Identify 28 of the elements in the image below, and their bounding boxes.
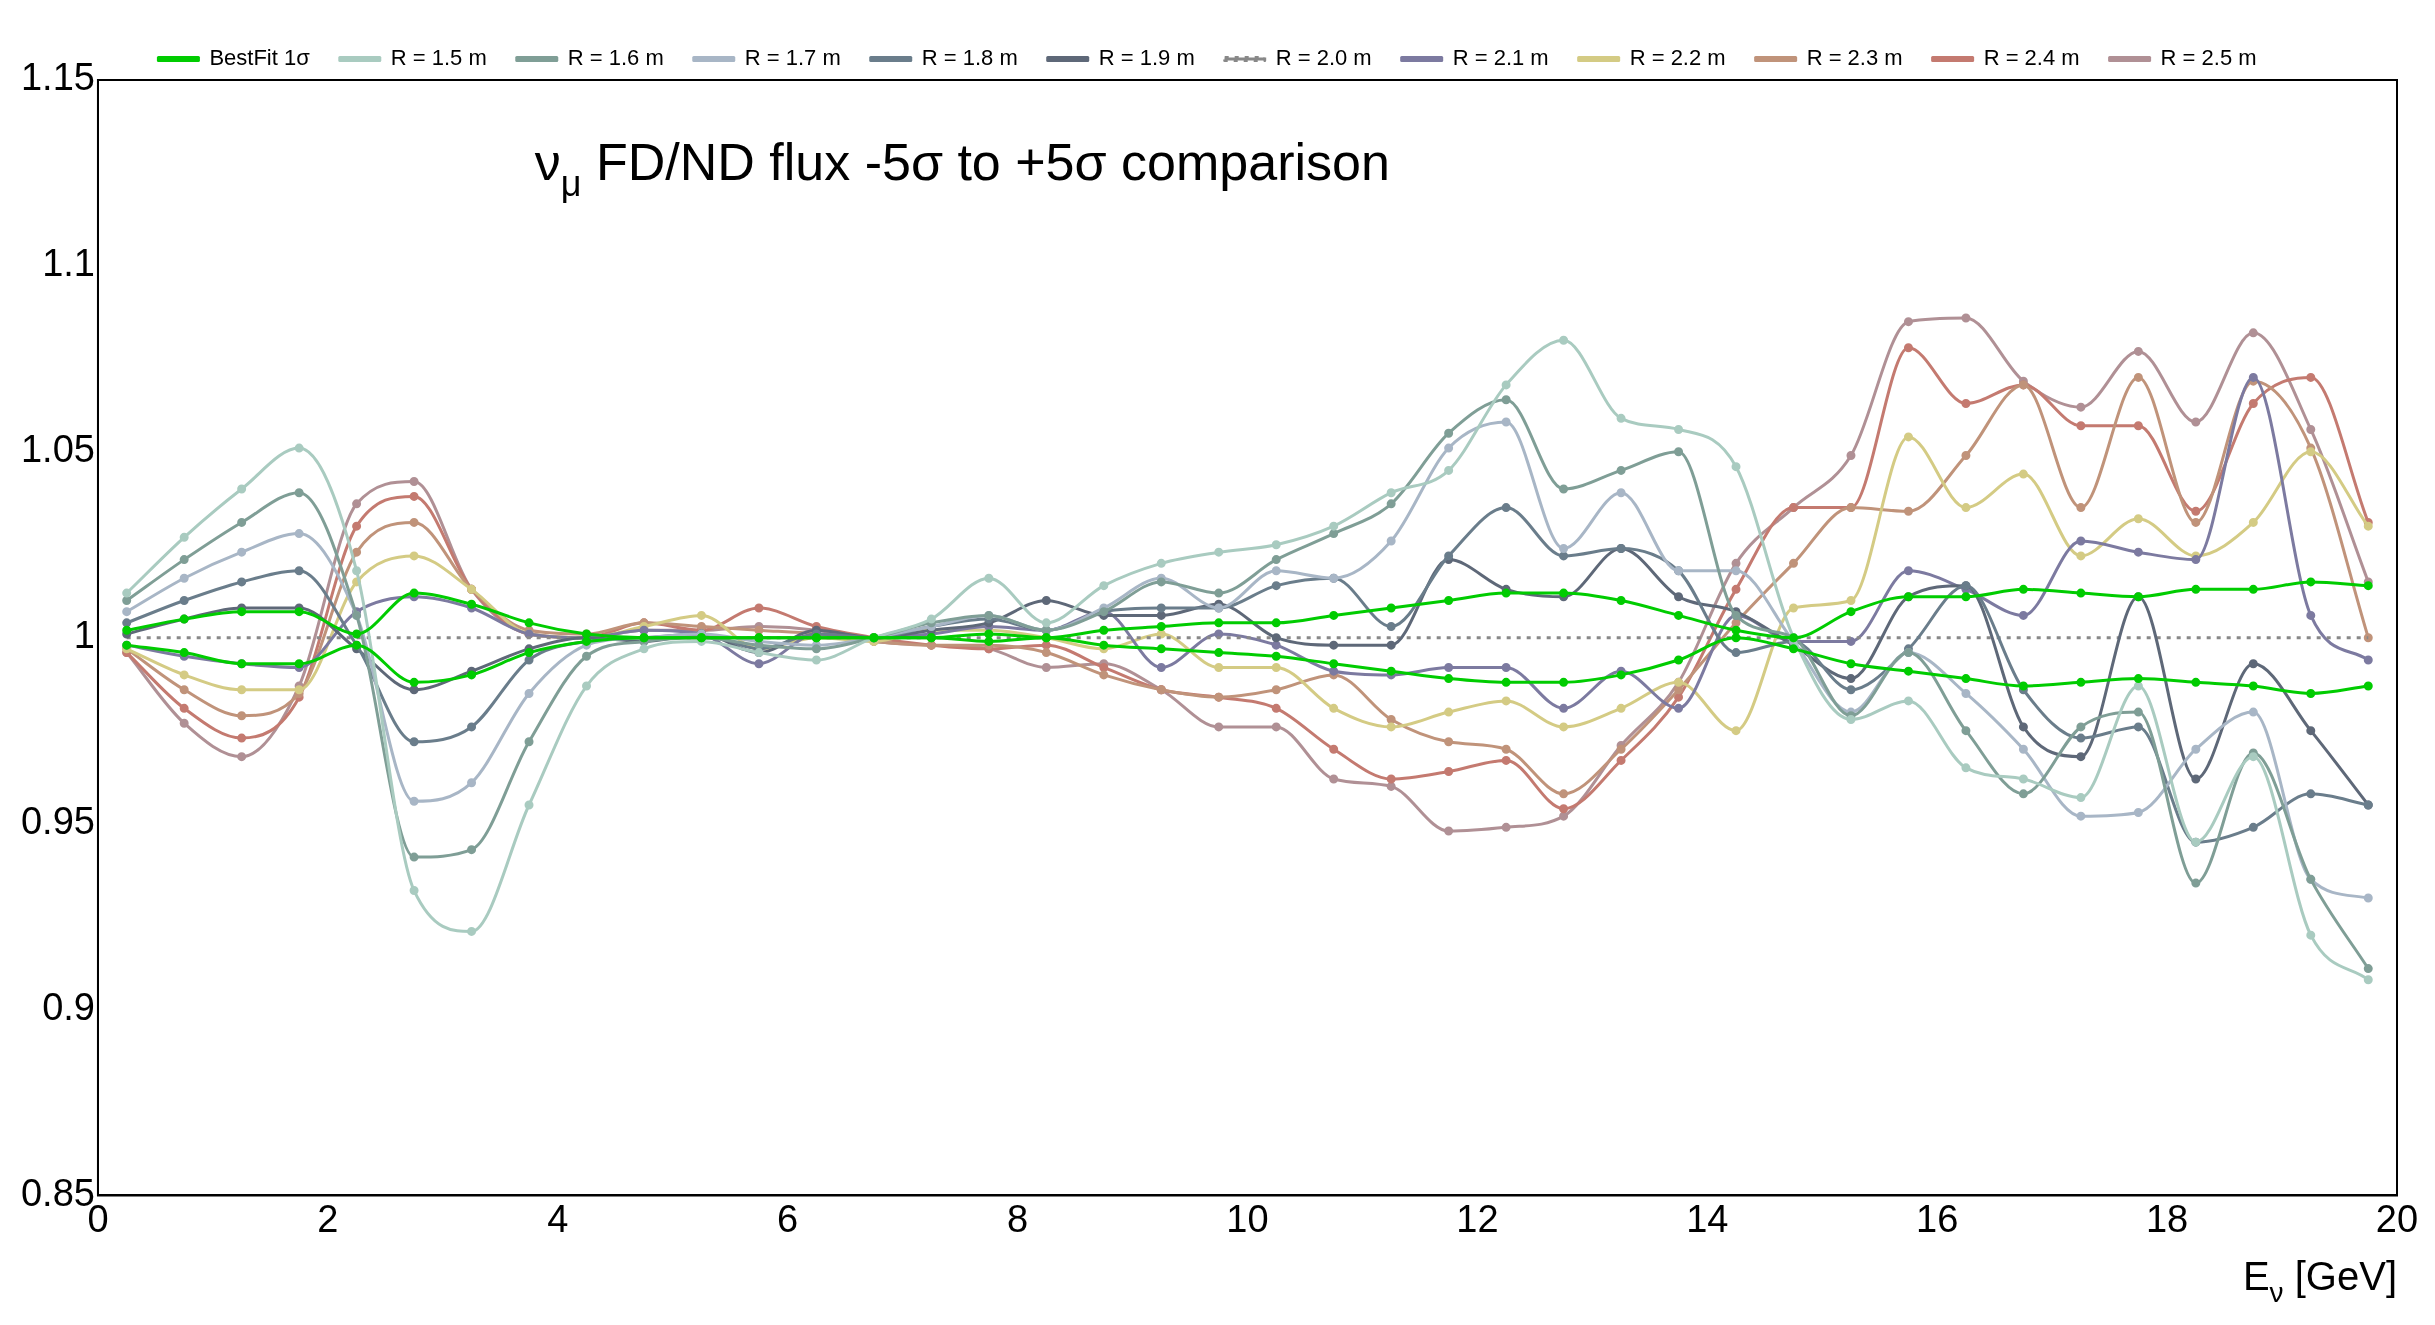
x-tick-label: 8 bbox=[1007, 1197, 1029, 1240]
legend-label: R = 2.4 m bbox=[1983, 45, 2080, 71]
y-tick-label: 0.95 bbox=[20, 800, 95, 843]
y-tick-label: 1.1 bbox=[42, 242, 95, 285]
legend-label: R = 1.7 m bbox=[744, 45, 841, 71]
legend-label: R = 2.0 m bbox=[1275, 45, 1372, 71]
y-tick-label: 1.15 bbox=[20, 56, 95, 99]
x-tick-label: 2 bbox=[317, 1197, 339, 1240]
x-tick-label: 6 bbox=[777, 1197, 799, 1240]
legend-label: R = 1.8 m bbox=[921, 45, 1018, 71]
x-tick-label: 14 bbox=[1686, 1197, 1729, 1240]
x-tick-label: 4 bbox=[547, 1197, 569, 1240]
legend-label: R = 2.2 m bbox=[1629, 45, 1726, 71]
y-tick-label: 1.05 bbox=[20, 428, 95, 471]
legend-label: R = 1.5 m bbox=[390, 45, 487, 71]
legend-label: R = 2.5 m bbox=[2160, 45, 2257, 71]
legend-label: BestFit 1σ bbox=[209, 45, 311, 71]
x-tick-label: 10 bbox=[1226, 1197, 1269, 1240]
legend-label: R = 2.1 m bbox=[1452, 45, 1549, 71]
x-tick-label: 20 bbox=[2375, 1197, 2419, 1240]
legend-label: R = 2.3 m bbox=[1806, 45, 1903, 71]
y-tick-label: 0.9 bbox=[42, 985, 95, 1028]
x-tick-label: 12 bbox=[1456, 1197, 1499, 1240]
x-tick-label: 16 bbox=[1916, 1197, 1959, 1240]
x-tick-label: 18 bbox=[2145, 1197, 2189, 1240]
legend-label: R = 1.6 m bbox=[567, 45, 664, 71]
y-tick-label: 1 bbox=[73, 614, 95, 657]
legend-label: R = 1.9 m bbox=[1098, 45, 1195, 71]
